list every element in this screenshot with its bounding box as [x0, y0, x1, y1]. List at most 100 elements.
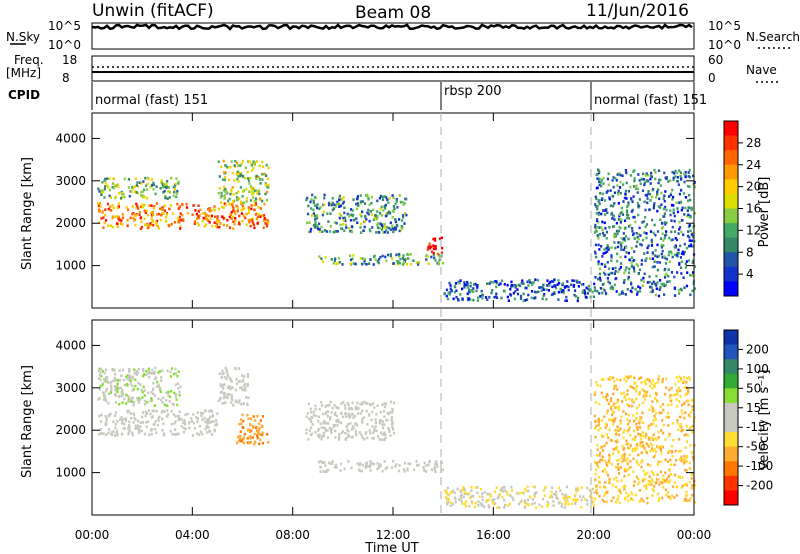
scatter-cell	[527, 284, 530, 287]
scatter-cell	[600, 178, 603, 182]
scatter-cell	[547, 282, 551, 286]
scatter-cell	[556, 497, 559, 500]
scatter-cell	[334, 411, 337, 415]
scatter-cell	[630, 385, 633, 389]
scatter-cell	[655, 284, 658, 287]
scatter-cell	[630, 398, 633, 402]
scatter-cell	[459, 293, 462, 296]
scatter-cell	[139, 216, 143, 219]
scatter-cell	[319, 465, 323, 469]
scatter-cell	[183, 419, 186, 422]
scatter-cell	[490, 291, 493, 295]
scatter-cell	[121, 401, 124, 404]
scatter-cell	[633, 237, 636, 240]
scatter-cell	[624, 189, 627, 193]
scatter-cell	[263, 172, 266, 176]
scatter-cell	[142, 369, 145, 372]
scatter-cell	[597, 213, 600, 216]
scatter-cell	[596, 186, 599, 190]
scatter-cell	[386, 231, 389, 234]
scatter-cell	[658, 178, 661, 182]
scatter-cell	[635, 412, 638, 415]
scatter-cell	[185, 202, 188, 206]
scatter-cell	[595, 230, 598, 233]
scatter-cell	[338, 261, 341, 264]
scatter-cell	[405, 257, 408, 261]
scatter-cell	[654, 412, 658, 415]
scatter-cell	[204, 420, 207, 424]
scatter-cell	[383, 195, 386, 198]
scatter-cell	[257, 189, 260, 193]
scatter-cell	[169, 204, 172, 207]
scatter-cell	[104, 219, 108, 222]
scatter-cell	[609, 439, 612, 442]
scatter-cell	[654, 418, 658, 421]
scatter-cell	[639, 415, 642, 419]
scatter-cell	[615, 501, 618, 504]
scatter-cell	[604, 251, 607, 255]
scatter-cell	[594, 203, 597, 206]
scatter-cell	[148, 433, 151, 437]
scatter-cell	[595, 489, 598, 493]
scatter-cell	[155, 409, 158, 413]
scatter-cell	[258, 422, 261, 426]
scatter-cell	[97, 204, 100, 208]
scatter-cell	[167, 190, 170, 193]
scatter-cell	[239, 430, 242, 433]
scatter-cell	[603, 199, 607, 202]
scatter-cell	[369, 463, 372, 466]
scatter-cell	[665, 257, 668, 261]
scatter-cell	[202, 216, 205, 220]
scatter-cell	[239, 186, 242, 189]
scatter-cell	[226, 393, 229, 396]
scatter-cell	[363, 262, 366, 265]
scatter-cell	[382, 231, 385, 234]
scatter-cell	[621, 444, 624, 448]
scatter-cell	[667, 451, 670, 454]
scatter-cell	[376, 222, 380, 225]
scatter-cell	[144, 410, 147, 414]
scatter-cell	[640, 263, 643, 266]
scatter-cell	[625, 235, 628, 238]
scatter-cell	[658, 206, 662, 209]
scatter-cell	[665, 493, 668, 497]
scatter-cell	[250, 207, 253, 211]
scatter-cell	[151, 210, 154, 214]
scatter-cell	[187, 422, 191, 425]
scatter-cell	[601, 458, 604, 462]
nsearch-tick-top: 10^5	[708, 19, 741, 33]
scatter-cell	[372, 402, 375, 405]
scatter-cell	[584, 498, 587, 501]
scatter-cell	[403, 212, 406, 216]
scatter-cell	[151, 219, 154, 222]
scatter-cell	[235, 378, 238, 381]
scatter-cell	[634, 493, 637, 497]
scatter-cell	[98, 432, 101, 436]
scatter-cell	[616, 232, 619, 236]
scatter-cell	[387, 210, 390, 214]
scatter-cell	[562, 291, 565, 295]
scatter-cell	[644, 473, 647, 477]
scatter-cell	[372, 208, 375, 212]
scatter-cell	[656, 400, 659, 404]
scatter-cell	[599, 192, 602, 195]
scatter-cell	[386, 198, 389, 201]
scatter-cell	[136, 426, 139, 430]
scatter-cell	[679, 244, 682, 248]
scatter-cell	[436, 252, 439, 256]
scatter-cell	[396, 224, 399, 228]
scatter-cell	[197, 223, 201, 227]
scatter-cell	[594, 228, 597, 232]
scatter-cell	[223, 197, 226, 200]
scatter-cell	[161, 417, 164, 421]
scatter-cell	[677, 380, 680, 383]
scatter-cell	[267, 166, 270, 170]
scatter-cell	[542, 294, 545, 297]
scatter-cell	[501, 486, 504, 490]
scatter-cell	[626, 288, 629, 291]
scatter-cell	[266, 433, 269, 436]
scatter-cell	[317, 415, 321, 419]
scatter-cell	[477, 296, 480, 300]
scatter-cell	[527, 503, 531, 507]
scatter-cell	[440, 251, 444, 254]
